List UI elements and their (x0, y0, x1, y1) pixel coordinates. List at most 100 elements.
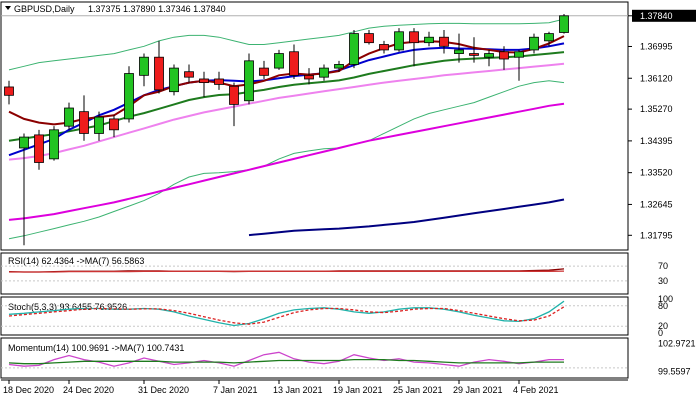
ma-blue-line (8, 42, 565, 157)
candle[interactable] (79, 95, 89, 141)
candle[interactable] (484, 49, 494, 67)
ma-magenta-light-line (8, 62, 565, 161)
candle[interactable] (184, 64, 194, 83)
candle-body-up (19, 136, 29, 149)
candle-body-down (79, 111, 89, 134)
candle[interactable] (109, 115, 119, 138)
price-tick-label: 1.33520 (640, 168, 673, 178)
last-price-marker (632, 9, 696, 22)
price-tick-label: 1.31795 (640, 230, 673, 240)
candle-body-up (514, 51, 524, 58)
ma-magenta-line (8, 102, 565, 221)
candle[interactable] (64, 102, 74, 130)
time-tick-label: 7 Jan 2021 (213, 385, 258, 395)
candle-body-up (544, 33, 554, 42)
candle[interactable] (199, 71, 209, 98)
symbol-label: GBPUSD,Daily (14, 4, 75, 14)
candle[interactable] (304, 68, 314, 85)
price-candles[interactable] (4, 13, 569, 246)
candle-body-down (154, 56, 164, 91)
candle-body-down (214, 78, 224, 85)
bb-lower-line (8, 80, 565, 240)
indicator-tick-label: 70 (658, 261, 668, 271)
candle[interactable] (424, 31, 434, 47)
price-tick-label: 1.36995 (640, 41, 673, 51)
indicator-tick-label: 20 (658, 321, 668, 331)
candle[interactable] (124, 66, 134, 123)
candle[interactable] (4, 80, 14, 105)
candle[interactable] (394, 28, 404, 52)
candle-body-down (379, 44, 389, 51)
chevron-down-icon[interactable] (5, 6, 11, 10)
candle[interactable] (559, 13, 569, 34)
candle[interactable] (244, 53, 254, 105)
candle-body-down (469, 53, 479, 56)
candle-body-up (94, 116, 104, 134)
candle[interactable] (289, 44, 299, 79)
candle-body-up (334, 64, 344, 69)
price-tick-label: 1.36120 (640, 73, 673, 83)
candle-body-down (259, 67, 269, 76)
candle-body-down (499, 51, 509, 60)
candle[interactable] (514, 49, 524, 81)
momentum-pane[interactable]: Momentum(14) 100.9691 ->MA(7) 100.7431 1… (0, 337, 696, 379)
candle[interactable] (274, 49, 284, 70)
candle-body-down (409, 31, 419, 44)
candle[interactable] (379, 40, 389, 54)
candle[interactable] (259, 60, 269, 79)
candle-body-down (199, 78, 209, 84)
indicator-tick-label: 0 (658, 328, 663, 338)
price-tick-label: 1.37840 (640, 11, 673, 21)
rsi-title: RSI(14) 62.4364 ->MA(7) 56.5863 (8, 256, 144, 266)
candle[interactable] (154, 40, 164, 94)
indicator-tick-label: 100 (658, 294, 673, 304)
candle-body-down (304, 74, 314, 80)
indicator-line (9, 270, 565, 273)
candle[interactable] (364, 29, 374, 45)
candle[interactable] (544, 31, 554, 47)
candle[interactable] (439, 29, 449, 54)
candle-body-up (124, 73, 134, 120)
candle-body-up (244, 60, 254, 102)
candle[interactable] (229, 82, 239, 127)
candle[interactable] (34, 129, 44, 170)
candle-body-up (424, 36, 434, 44)
candle-body-up (454, 49, 464, 54)
rsi-pane[interactable]: RSI(14) 62.4364 ->MA(7) 56.5863 70 30 (0, 252, 668, 295)
ma-navy-line (248, 198, 565, 237)
price-pane[interactable]: 1.37840 1.36995 1.36120 1.35270 1.34395 1.335… (0, 1, 696, 251)
candle-body-up (394, 31, 404, 51)
candle[interactable] (469, 37, 479, 63)
price-tick-label: 1.35270 (640, 104, 673, 114)
ohlc-label: 1.37375 1.37890 1.37346 1.37840 (88, 4, 226, 14)
candle-body-up (349, 33, 359, 65)
time-axis: 18 Dec 2020 24 Dec 2020 31 Dec 2020 7 Jan 2… (1, 379, 628, 395)
indicator-tick-label: 30 (658, 276, 668, 286)
price-tick-label: 1.34395 (640, 136, 673, 146)
candle[interactable] (19, 133, 29, 246)
candle[interactable] (409, 28, 419, 67)
candle[interactable] (169, 64, 179, 96)
candle-body-up (484, 53, 494, 58)
candle[interactable] (349, 29, 359, 69)
candle[interactable] (49, 126, 59, 161)
candle-body-up (139, 56, 149, 76)
candle[interactable] (454, 33, 464, 63)
stoch-title: Stoch(5,3,3) 93.6455 76.9526 (8, 302, 127, 312)
momentum-pane-frame (0, 337, 629, 379)
candle[interactable] (334, 60, 344, 72)
candle[interactable] (94, 111, 104, 141)
candle[interactable] (499, 46, 509, 70)
candle[interactable] (319, 64, 329, 81)
time-tick-label: 4 Feb 2021 (513, 385, 559, 395)
time-tick-label: 13 Jan 2021 (273, 385, 323, 395)
time-tick-label: 31 Dec 2020 (138, 385, 189, 395)
candle[interactable] (529, 33, 539, 54)
candle[interactable] (139, 53, 149, 87)
candle[interactable] (214, 71, 224, 90)
indicator-tick-label: 102.9721 (658, 339, 696, 349)
candle-body-down (229, 85, 239, 105)
